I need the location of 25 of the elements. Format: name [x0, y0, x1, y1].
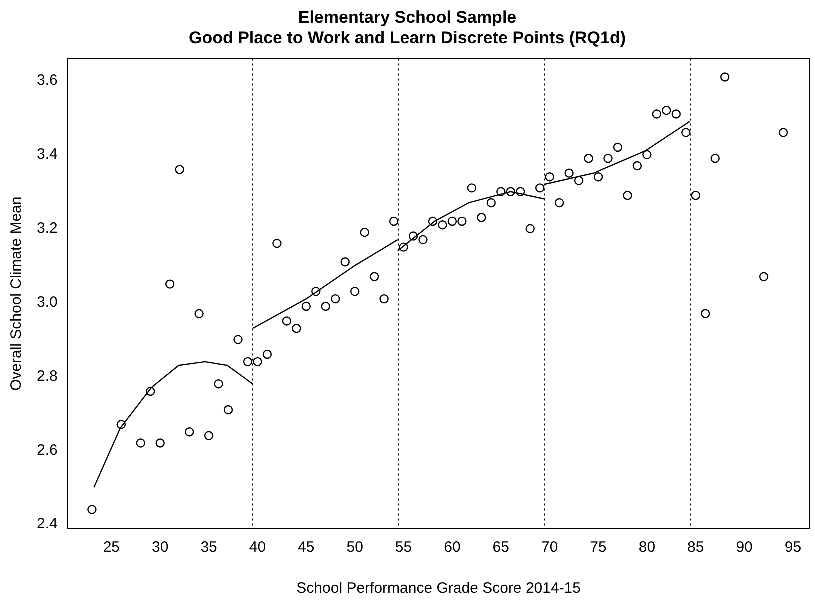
x-tick-label: 40 — [249, 539, 266, 556]
x-tick-label: 45 — [298, 539, 315, 556]
x-tick-label: 90 — [736, 539, 753, 556]
x-tick-label: 25 — [103, 539, 120, 556]
x-tick-label: 35 — [200, 539, 218, 556]
x-tick-label: 75 — [590, 539, 607, 556]
x-axis-title: School Performance Grade Score 2014-15 — [296, 580, 581, 598]
y-tick-label: 2.8 — [36, 368, 58, 385]
x-tick-label: 55 — [395, 539, 412, 556]
y-tick-label: 3.4 — [36, 146, 58, 164]
y-tick-label: 2.4 — [36, 516, 58, 533]
x-tick-label: 85 — [688, 539, 704, 556]
y-tick-label: 3.2 — [36, 220, 58, 237]
x-tick-label: 30 — [152, 539, 169, 556]
chart-title: Elementary School Sample Good Place to Work and Learn Discrete Points (RQ1d) — [188, 8, 626, 48]
x-tick-label: 70 — [541, 539, 558, 556]
y-tick-label: 2.6 — [36, 442, 58, 459]
x-tick-label: 95 — [784, 539, 802, 556]
x-tick-label: 65 — [492, 539, 510, 556]
y-axis-title: Overall School Climate Mean — [8, 196, 26, 392]
x-tick-label: 60 — [444, 539, 461, 556]
y-tick-label: 3.6 — [36, 72, 58, 90]
x-tick-label: 80 — [638, 539, 656, 556]
x-tick-label: 50 — [346, 539, 364, 556]
y-tick-label: 3.0 — [36, 294, 58, 311]
